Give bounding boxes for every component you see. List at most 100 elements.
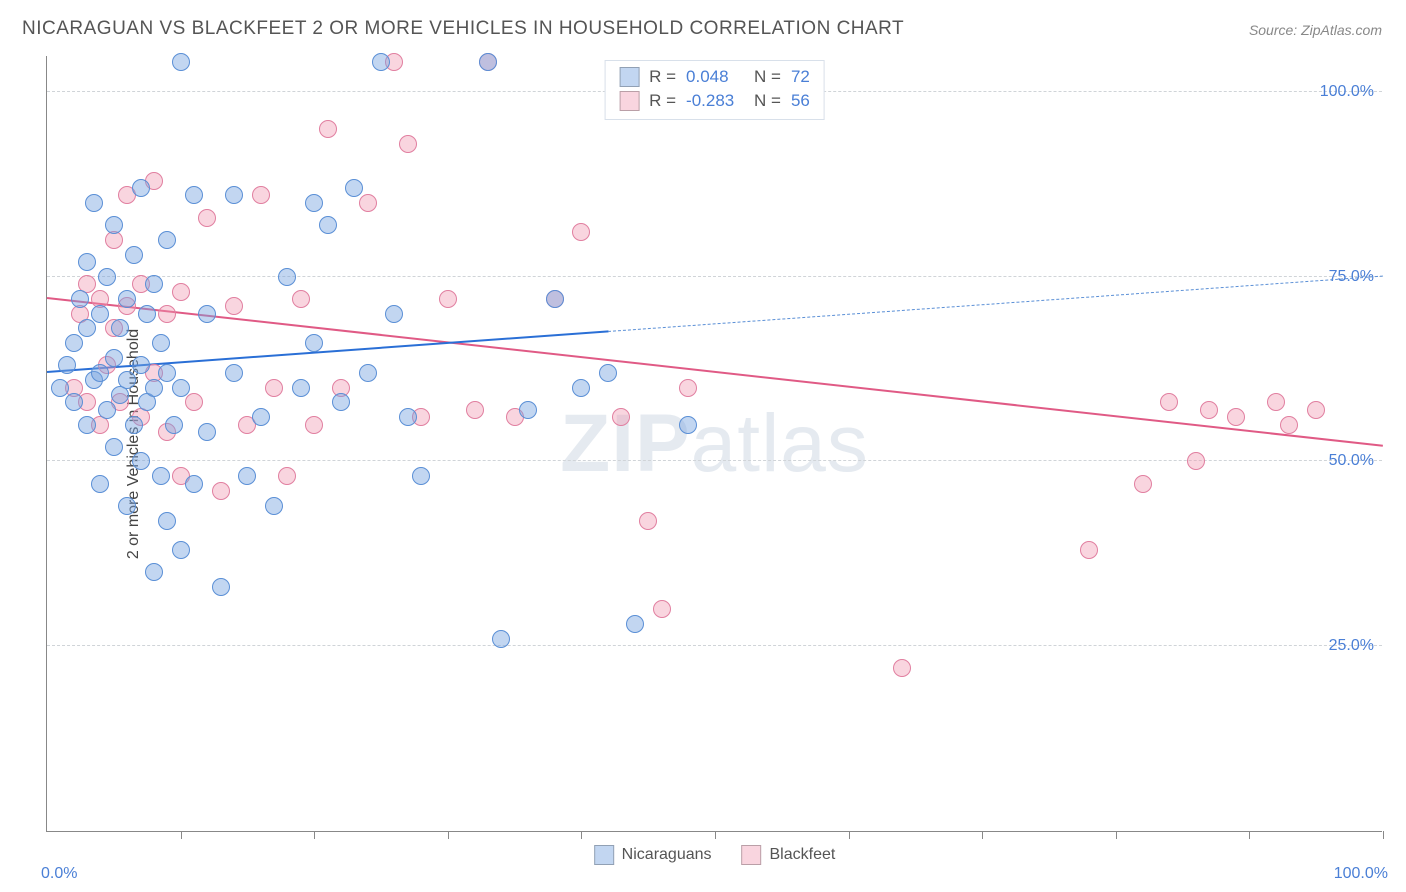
scatter-point-a	[292, 379, 310, 397]
scatter-point-b	[1134, 475, 1152, 493]
scatter-point-a	[98, 401, 116, 419]
scatter-point-a	[238, 467, 256, 485]
scatter-point-a	[165, 416, 183, 434]
scatter-point-a	[65, 393, 83, 411]
stats-legend-box: R = 0.048 N = 72 R = -0.283 N = 56	[604, 60, 825, 120]
scatter-point-b	[679, 379, 697, 397]
trend-line	[608, 276, 1383, 332]
scatter-point-b	[1307, 401, 1325, 419]
scatter-point-a	[626, 615, 644, 633]
scatter-point-a	[345, 179, 363, 197]
scatter-point-b	[612, 408, 630, 426]
scatter-point-a	[399, 408, 417, 426]
scatter-point-a	[385, 305, 403, 323]
scatter-point-b	[439, 290, 457, 308]
scatter-point-b	[185, 393, 203, 411]
scatter-point-a	[145, 563, 163, 581]
x-tick-mark	[1116, 831, 1117, 839]
scatter-point-a	[78, 319, 96, 337]
x-tick-mark	[1249, 831, 1250, 839]
scatter-point-a	[252, 408, 270, 426]
scatter-point-a	[158, 512, 176, 530]
scatter-point-b	[1200, 401, 1218, 419]
scatter-point-a	[125, 246, 143, 264]
scatter-point-b	[359, 194, 377, 212]
scatter-point-a	[572, 379, 590, 397]
scatter-point-a	[118, 497, 136, 515]
scatter-point-a	[91, 305, 109, 323]
x-tick-mark	[849, 831, 850, 839]
scatter-point-a	[105, 349, 123, 367]
scatter-point-a	[71, 290, 89, 308]
scatter-point-a	[58, 356, 76, 374]
bottom-legend: Nicaraguans Blackfeet	[594, 845, 836, 865]
scatter-point-b	[1227, 408, 1245, 426]
scatter-point-b	[292, 290, 310, 308]
scatter-point-a	[158, 231, 176, 249]
scatter-point-a	[51, 379, 69, 397]
scatter-point-a	[132, 452, 150, 470]
scatter-point-b	[198, 209, 216, 227]
scatter-point-a	[305, 194, 323, 212]
scatter-point-b	[639, 512, 657, 530]
scatter-point-b	[158, 305, 176, 323]
x-tick-mark	[314, 831, 315, 839]
scatter-point-b	[265, 379, 283, 397]
scatter-point-a	[412, 467, 430, 485]
scatter-point-b	[212, 482, 230, 500]
scatter-point-a	[492, 630, 510, 648]
x-tick-mark	[715, 831, 716, 839]
scatter-point-b	[172, 283, 190, 301]
scatter-point-b	[278, 467, 296, 485]
stats-swatch-b	[619, 91, 639, 111]
scatter-point-a	[132, 356, 150, 374]
stats-row-b: R = -0.283 N = 56	[619, 89, 810, 113]
scatter-point-b	[1280, 416, 1298, 434]
scatter-point-a	[105, 438, 123, 456]
legend-item-b: Blackfeet	[742, 845, 836, 865]
source-attribution: Source: ZipAtlas.com	[1249, 22, 1382, 38]
plot-area: 2 or more Vehicles in Household ZIPatlas…	[46, 56, 1382, 832]
scatter-point-a	[278, 268, 296, 286]
scatter-point-b	[225, 297, 243, 315]
scatter-point-a	[599, 364, 617, 382]
scatter-point-b	[893, 659, 911, 677]
scatter-point-a	[118, 290, 136, 308]
scatter-point-a	[332, 393, 350, 411]
scatter-point-a	[546, 290, 564, 308]
scatter-point-a	[138, 305, 156, 323]
scatter-point-a	[185, 186, 203, 204]
y-tick-label: 100.0%	[1320, 83, 1374, 101]
scatter-point-a	[78, 253, 96, 271]
scatter-point-a	[225, 186, 243, 204]
scatter-point-a	[198, 305, 216, 323]
legend-item-a: Nicaraguans	[594, 845, 712, 865]
scatter-point-b	[1267, 393, 1285, 411]
scatter-point-a	[152, 467, 170, 485]
x-min-label: 0.0%	[41, 865, 77, 883]
scatter-point-b	[1080, 541, 1098, 559]
scatter-point-b	[305, 416, 323, 434]
scatter-point-a	[319, 216, 337, 234]
scatter-point-a	[78, 416, 96, 434]
gridline	[47, 645, 1382, 646]
scatter-point-a	[359, 364, 377, 382]
watermark: ZIPatlas	[560, 397, 869, 491]
scatter-point-a	[172, 541, 190, 559]
scatter-point-a	[225, 364, 243, 382]
x-tick-mark	[448, 831, 449, 839]
scatter-point-b	[252, 186, 270, 204]
legend-swatch-a	[594, 845, 614, 865]
scatter-point-a	[132, 179, 150, 197]
scatter-point-a	[91, 475, 109, 493]
stats-row-a: R = 0.048 N = 72	[619, 65, 810, 89]
stats-swatch-a	[619, 67, 639, 87]
scatter-point-b	[319, 120, 337, 138]
scatter-point-b	[399, 135, 417, 153]
scatter-point-a	[372, 53, 390, 71]
scatter-point-a	[265, 497, 283, 515]
scatter-point-b	[572, 223, 590, 241]
x-tick-mark	[982, 831, 983, 839]
scatter-point-a	[185, 475, 203, 493]
y-tick-label: 25.0%	[1329, 637, 1374, 655]
